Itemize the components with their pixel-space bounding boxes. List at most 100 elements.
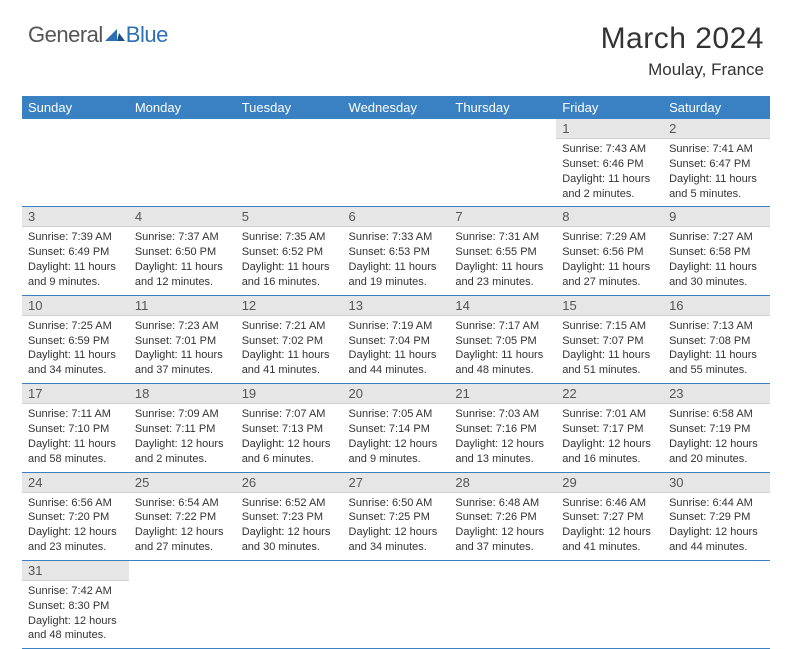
dayname-wed: Wednesday [343, 96, 450, 119]
calendar-day-cell: 1Sunrise: 7:43 AMSunset: 6:46 PMDaylight… [556, 119, 663, 207]
day-body: Sunrise: 7:01 AMSunset: 7:17 PMDaylight:… [556, 404, 663, 471]
day-body: Sunrise: 7:15 AMSunset: 7:07 PMDaylight:… [556, 316, 663, 383]
day-body: Sunrise: 7:27 AMSunset: 6:58 PMDaylight:… [663, 227, 770, 294]
calendar-day-cell: 19Sunrise: 7:07 AMSunset: 7:13 PMDayligh… [236, 384, 343, 472]
daylight-text: Daylight: 12 hours and 37 minutes. [455, 525, 550, 555]
day-body: Sunrise: 7:43 AMSunset: 6:46 PMDaylight:… [556, 139, 663, 206]
sunrise-text: Sunrise: 6:58 AM [669, 407, 764, 422]
day-number: 9 [663, 207, 770, 227]
month-year-title: March 2024 [601, 22, 764, 56]
calendar-day-cell [449, 119, 556, 207]
day-body [129, 580, 236, 638]
day-number: 23 [663, 384, 770, 404]
day-number: 19 [236, 384, 343, 404]
sunrise-text: Sunrise: 6:50 AM [349, 496, 444, 511]
calendar-week-row: 31Sunrise: 7:42 AMSunset: 8:30 PMDayligh… [22, 560, 770, 648]
title-block: March 2024 Moulay, France [601, 22, 764, 80]
calendar-day-cell: 16Sunrise: 7:13 AMSunset: 7:08 PMDayligh… [663, 295, 770, 383]
day-body: Sunrise: 6:54 AMSunset: 7:22 PMDaylight:… [129, 493, 236, 560]
sunrise-text: Sunrise: 6:54 AM [135, 496, 230, 511]
day-body [343, 138, 450, 196]
day-body [449, 138, 556, 196]
day-number: 5 [236, 207, 343, 227]
sunrise-text: Sunrise: 7:33 AM [349, 230, 444, 245]
daylight-text: Daylight: 12 hours and 20 minutes. [669, 437, 764, 467]
sunset-text: Sunset: 7:14 PM [349, 422, 444, 437]
sunset-text: Sunset: 6:55 PM [455, 245, 550, 260]
calendar-day-cell: 5Sunrise: 7:35 AMSunset: 6:52 PMDaylight… [236, 207, 343, 295]
sunrise-text: Sunrise: 7:41 AM [669, 142, 764, 157]
dayname-thu: Thursday [449, 96, 556, 119]
day-number: 7 [449, 207, 556, 227]
day-body: Sunrise: 6:44 AMSunset: 7:29 PMDaylight:… [663, 493, 770, 560]
calendar-day-cell: 21Sunrise: 7:03 AMSunset: 7:16 PMDayligh… [449, 384, 556, 472]
day-body [556, 580, 663, 638]
sunset-text: Sunset: 7:10 PM [28, 422, 123, 437]
sunrise-text: Sunrise: 7:42 AM [28, 584, 123, 599]
daylight-text: Daylight: 12 hours and 16 minutes. [562, 437, 657, 467]
calendar-day-cell [663, 560, 770, 648]
daylight-text: Daylight: 11 hours and 9 minutes. [28, 260, 123, 290]
day-number: 30 [663, 473, 770, 493]
sunrise-text: Sunrise: 7:15 AM [562, 319, 657, 334]
calendar-day-cell: 2Sunrise: 7:41 AMSunset: 6:47 PMDaylight… [663, 119, 770, 207]
day-number: 22 [556, 384, 663, 404]
day-number: 31 [22, 561, 129, 581]
calendar-day-cell: 22Sunrise: 7:01 AMSunset: 7:17 PMDayligh… [556, 384, 663, 472]
day-body: Sunrise: 7:05 AMSunset: 7:14 PMDaylight:… [343, 404, 450, 471]
calendar-day-cell [129, 560, 236, 648]
sunset-text: Sunset: 7:08 PM [669, 334, 764, 349]
daylight-text: Daylight: 11 hours and 58 minutes. [28, 437, 123, 467]
day-body: Sunrise: 6:58 AMSunset: 7:19 PMDaylight:… [663, 404, 770, 471]
day-body: Sunrise: 7:03 AMSunset: 7:16 PMDaylight:… [449, 404, 556, 471]
day-number: 16 [663, 296, 770, 316]
sunset-text: Sunset: 6:52 PM [242, 245, 337, 260]
sunset-text: Sunset: 7:22 PM [135, 510, 230, 525]
calendar-day-cell: 17Sunrise: 7:11 AMSunset: 7:10 PMDayligh… [22, 384, 129, 472]
sunrise-text: Sunrise: 7:35 AM [242, 230, 337, 245]
sunrise-text: Sunrise: 7:27 AM [669, 230, 764, 245]
day-body: Sunrise: 7:35 AMSunset: 6:52 PMDaylight:… [236, 227, 343, 294]
day-body [236, 138, 343, 196]
sunset-text: Sunset: 7:20 PM [28, 510, 123, 525]
sunrise-text: Sunrise: 7:23 AM [135, 319, 230, 334]
day-number: 14 [449, 296, 556, 316]
sunset-text: Sunset: 7:25 PM [349, 510, 444, 525]
day-body [343, 580, 450, 638]
daylight-text: Daylight: 12 hours and 13 minutes. [455, 437, 550, 467]
sunset-text: Sunset: 6:50 PM [135, 245, 230, 260]
dayname-row: Sunday Monday Tuesday Wednesday Thursday… [22, 96, 770, 119]
day-number: 15 [556, 296, 663, 316]
sunset-text: Sunset: 7:17 PM [562, 422, 657, 437]
day-number: 1 [556, 119, 663, 139]
calendar-day-cell [556, 560, 663, 648]
sunset-text: Sunset: 6:58 PM [669, 245, 764, 260]
daylight-text: Daylight: 11 hours and 16 minutes. [242, 260, 337, 290]
day-number: 10 [22, 296, 129, 316]
day-body: Sunrise: 7:17 AMSunset: 7:05 PMDaylight:… [449, 316, 556, 383]
day-body: Sunrise: 7:39 AMSunset: 6:49 PMDaylight:… [22, 227, 129, 294]
sunrise-text: Sunrise: 6:44 AM [669, 496, 764, 511]
calendar-day-cell: 18Sunrise: 7:09 AMSunset: 7:11 PMDayligh… [129, 384, 236, 472]
calendar-week-row: 1Sunrise: 7:43 AMSunset: 6:46 PMDaylight… [22, 119, 770, 207]
sunrise-text: Sunrise: 6:56 AM [28, 496, 123, 511]
day-body: Sunrise: 7:42 AMSunset: 8:30 PMDaylight:… [22, 581, 129, 648]
sunrise-text: Sunrise: 7:09 AM [135, 407, 230, 422]
sunset-text: Sunset: 8:30 PM [28, 599, 123, 614]
flag-icon [105, 27, 125, 43]
daylight-text: Daylight: 11 hours and 37 minutes. [135, 348, 230, 378]
calendar-week-row: 24Sunrise: 6:56 AMSunset: 7:20 PMDayligh… [22, 472, 770, 560]
daylight-text: Daylight: 11 hours and 48 minutes. [455, 348, 550, 378]
dayname-sun: Sunday [22, 96, 129, 119]
sunrise-text: Sunrise: 7:31 AM [455, 230, 550, 245]
calendar-day-cell [236, 560, 343, 648]
day-number: 11 [129, 296, 236, 316]
day-number: 26 [236, 473, 343, 493]
day-number: 8 [556, 207, 663, 227]
daylight-text: Daylight: 11 hours and 23 minutes. [455, 260, 550, 290]
calendar-day-cell [343, 119, 450, 207]
daylight-text: Daylight: 12 hours and 30 minutes. [242, 525, 337, 555]
sunset-text: Sunset: 7:27 PM [562, 510, 657, 525]
dayname-tue: Tuesday [236, 96, 343, 119]
sunrise-text: Sunrise: 7:01 AM [562, 407, 657, 422]
